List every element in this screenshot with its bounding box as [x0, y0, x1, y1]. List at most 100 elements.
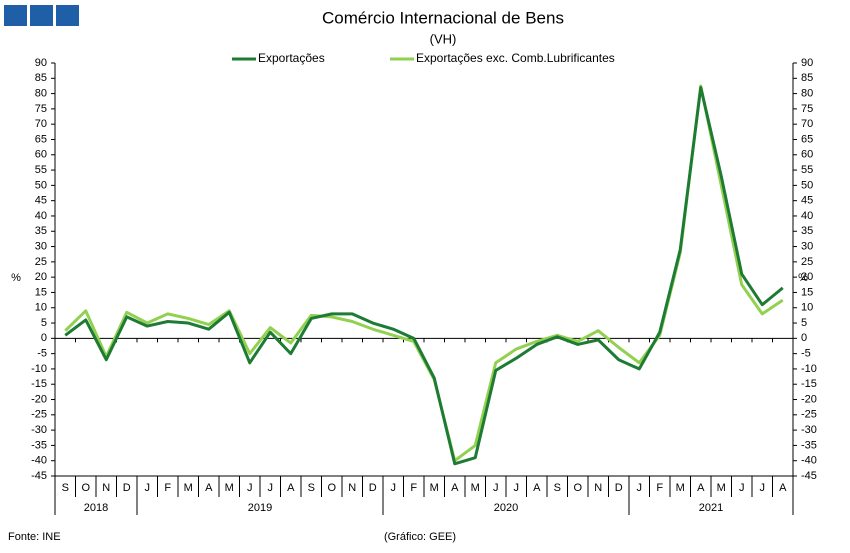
x-tick-label: D — [369, 482, 377, 494]
y-tick-label: 85 — [35, 72, 47, 84]
y-tick-label: -25 — [31, 409, 47, 421]
y2-tick-label: 80 — [801, 87, 813, 99]
y-tick-label: 25 — [35, 256, 47, 268]
year-label: 2018 — [84, 502, 108, 514]
y-tick-label: -10 — [31, 363, 47, 375]
chart-subtitle: (VH) — [430, 31, 457, 46]
y2-tick-label: 15 — [801, 286, 813, 298]
y-tick-label: 5 — [41, 317, 47, 329]
year-label: 2020 — [494, 502, 518, 514]
y2-axis-label: % — [798, 272, 808, 284]
x-tick-label: J — [739, 482, 745, 494]
x-tick-label: O — [327, 482, 336, 494]
year-label: 2019 — [248, 502, 272, 514]
x-tick-label: D — [615, 482, 623, 494]
x-tick-label: N — [594, 482, 602, 494]
x-tick-label: F — [656, 482, 663, 494]
series-line — [64, 85, 784, 466]
y-tick-label: -35 — [31, 439, 47, 451]
x-tick-label: A — [697, 482, 705, 494]
y2-tick-label: -25 — [801, 409, 817, 421]
logo-block — [56, 5, 79, 26]
y-tick-label: 10 — [35, 302, 47, 314]
y2-tick-label: -10 — [801, 363, 817, 375]
y-tick-label: 50 — [35, 179, 47, 191]
y2-tick-label: -15 — [801, 378, 817, 390]
x-tick-label: A — [205, 482, 213, 494]
y2-tick-label: -30 — [801, 424, 817, 436]
y2-tick-label: 5 — [801, 317, 807, 329]
x-tick-label: A — [533, 482, 541, 494]
y2-tick-label: 25 — [801, 256, 813, 268]
y-tick-label: 20 — [35, 271, 47, 283]
y-tick-label: 90 — [35, 57, 47, 69]
x-tick-label: N — [102, 482, 110, 494]
y2-tick-label: -20 — [801, 393, 817, 405]
y2-tick-label: -35 — [801, 439, 817, 451]
y-tick-label: 0 — [41, 332, 47, 344]
y2-tick-label: 30 — [801, 240, 813, 252]
y2-tick-label: 75 — [801, 103, 813, 115]
y-tick-label: 45 — [35, 195, 47, 207]
chart-title: Comércio Internacional de Bens — [322, 8, 564, 27]
y2-tick-label: 60 — [801, 149, 813, 161]
x-tick-label: J — [247, 482, 253, 494]
x-tick-label: D — [123, 482, 131, 494]
x-tick-label: J — [514, 482, 520, 494]
x-tick-label: S — [62, 482, 69, 494]
y2-tick-label: 20 — [801, 271, 813, 283]
x-tick-label: M — [430, 482, 439, 494]
y2-tick-label: 35 — [801, 225, 813, 237]
x-tick-label: M — [471, 482, 480, 494]
y-tick-label: 30 — [35, 240, 47, 252]
y2-tick-label: 55 — [801, 164, 813, 176]
y-tick-label: -30 — [31, 424, 47, 436]
x-tick-label: J — [268, 482, 274, 494]
y2-tick-label: 10 — [801, 302, 813, 314]
x-tick-label: F — [410, 482, 417, 494]
x-tick-label: J — [391, 482, 397, 494]
y2-tick-label: 65 — [801, 133, 813, 145]
y-tick-label: 35 — [35, 225, 47, 237]
y-tick-label: 15 — [35, 286, 47, 298]
year-label: 2021 — [699, 502, 723, 514]
y-tick-label: -20 — [31, 393, 47, 405]
y-tick-label: -40 — [31, 455, 47, 467]
x-tick-label: M — [676, 482, 685, 494]
logo-block — [4, 5, 27, 26]
y-tick-label: -15 — [31, 378, 47, 390]
credit: (Gráfico: GEE) — [384, 531, 456, 543]
x-tick-label: O — [81, 482, 90, 494]
x-tick-label: O — [573, 482, 582, 494]
x-tick-label: J — [145, 482, 151, 494]
y-tick-label: -5 — [37, 348, 47, 360]
x-tick-label: S — [308, 482, 315, 494]
x-tick-label: F — [164, 482, 171, 494]
y-tick-label: 80 — [35, 87, 47, 99]
y2-tick-label: 50 — [801, 179, 813, 191]
y2-tick-label: 0 — [801, 332, 807, 344]
y-tick-label: 65 — [35, 133, 47, 145]
y-tick-label: 55 — [35, 164, 47, 176]
legend-label: Exportações — [258, 51, 325, 65]
legend-label: Exportações exc. Comb.Lubrificantes — [416, 51, 615, 65]
y-axis-label: % — [11, 272, 21, 284]
y2-tick-label: -45 — [801, 470, 817, 482]
x-tick-label: J — [493, 482, 499, 494]
y2-tick-label: -5 — [801, 348, 811, 360]
x-tick-label: M — [184, 482, 193, 494]
y-tick-label: -45 — [31, 470, 47, 482]
y2-tick-label: 70 — [801, 118, 813, 130]
y-tick-label: 60 — [35, 149, 47, 161]
x-tick-label: A — [451, 482, 459, 494]
source: Fonte: INE — [8, 531, 61, 543]
x-tick-label: J — [637, 482, 643, 494]
x-tick-label: M — [225, 482, 234, 494]
y2-tick-label: 90 — [801, 57, 813, 69]
x-tick-label: S — [554, 482, 561, 494]
y2-tick-label: 40 — [801, 210, 813, 222]
y2-tick-label: -40 — [801, 455, 817, 467]
y-tick-label: 40 — [35, 210, 47, 222]
